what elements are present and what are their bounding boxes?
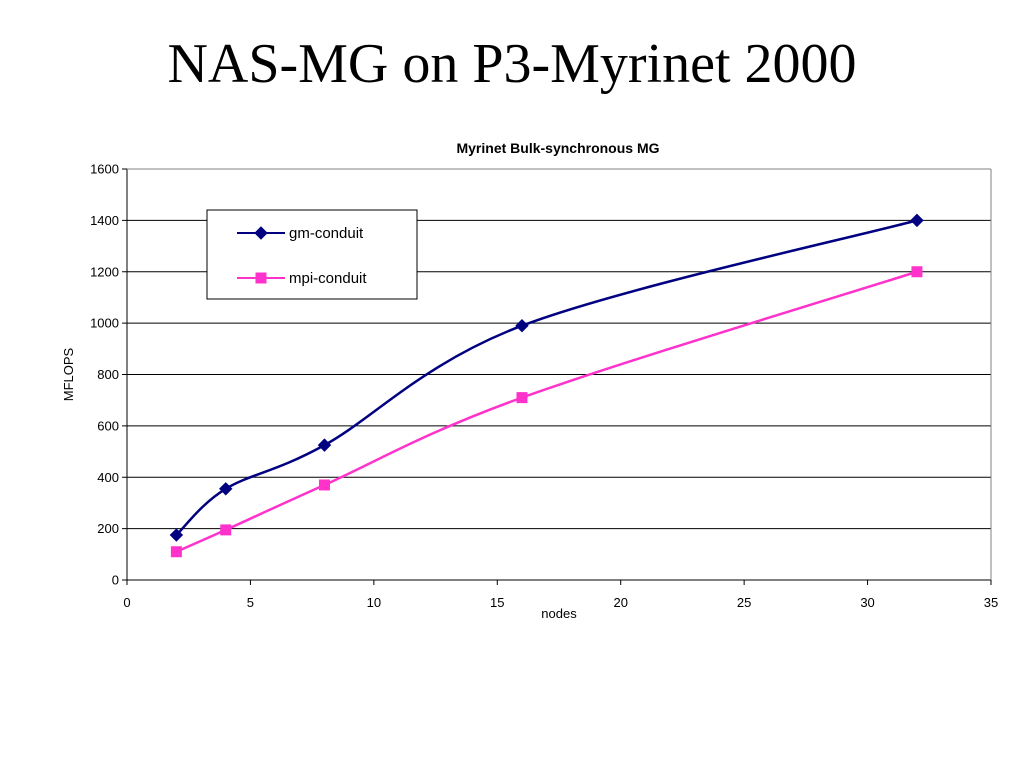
data-point [516,392,528,404]
y-tick-label: 400 [97,470,119,485]
slide-title: NAS-MG on P3-Myrinet 2000 [167,33,857,95]
x-tick-label: 10 [367,595,381,610]
legend-box [206,209,418,300]
series-mpi-conduit [170,266,923,558]
y-tick-label: 600 [97,418,119,433]
x-axis-title: nodes [541,606,577,621]
data-point [910,213,924,228]
x-tick-label: 25 [737,595,751,610]
y-tick-label: 1400 [90,213,119,228]
legend-entry: gm-conduit [237,225,364,242]
y-tick-label: 200 [97,521,119,536]
series-line [175,270,918,553]
data-point [317,438,332,452]
data-point [318,479,330,491]
legend-marker [255,272,267,284]
axes [122,168,992,585]
y-tick-label: 1200 [90,264,119,279]
x-tick-label: 30 [860,595,874,610]
data-point [515,318,529,333]
series-gm-conduit [169,213,924,542]
legend: gm-conduit mpi-conduit [206,209,418,300]
legend-label: mpi-conduit [289,270,367,287]
y-axis-title: MFLOPS [61,347,76,401]
x-tick-label: 5 [247,595,254,610]
data-point [219,482,233,496]
y-tick-label: 0 [112,573,119,588]
y-tick-label: 1000 [90,316,119,331]
x-tick-label: 20 [613,595,627,610]
y-tick-label: 800 [97,367,119,382]
x-tick-label: 0 [123,595,130,610]
x-tick-label: 15 [490,595,504,610]
x-tick-label: 35 [984,595,998,610]
series-lines [169,213,924,558]
legend-marker [254,226,268,240]
data-point [911,266,923,278]
legend-label: gm-conduit [289,225,364,242]
data-point [220,524,232,536]
chart-title: Myrinet Bulk-synchronous MG [456,140,659,156]
legend-entry: mpi-conduit [237,270,367,287]
tick-labels: 0 200 400 600 800 1000 1200 1400 1600 0 5 10 15 20 25 3… [90,162,998,611]
y-tick-label: 1600 [90,162,119,177]
data-point [170,546,182,558]
data-point [169,528,184,542]
